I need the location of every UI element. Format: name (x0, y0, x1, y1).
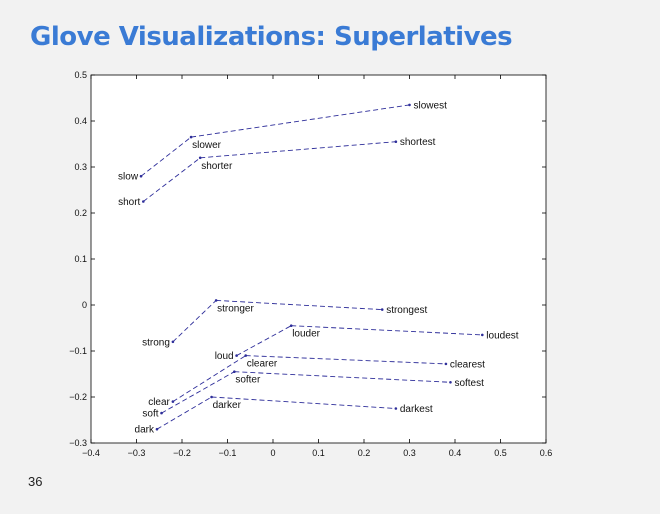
word-point-dark (155, 427, 159, 431)
y-tick-label: −0.1 (69, 346, 87, 356)
word-point-clearest (444, 362, 448, 366)
word-label-louder: louder (292, 329, 320, 340)
word-label-loudest: loudest (486, 330, 518, 341)
x-tick-label: −0.4 (82, 448, 100, 458)
chain-segment (234, 371, 451, 383)
word-point-stronger (214, 299, 218, 302)
chain-segment (191, 104, 410, 138)
x-tick-label: 0.4 (449, 448, 462, 458)
chain-segment (216, 299, 383, 311)
chain-segment (172, 355, 246, 402)
x-tick-label: 0.2 (358, 448, 371, 458)
x-tick-label: −0.1 (219, 448, 237, 458)
word-points: slow slower slowest short shorter shortest str… (118, 100, 519, 435)
y-tick-label: −0.3 (69, 438, 87, 448)
word-point-strong (171, 340, 175, 344)
word-label-slower: slower (192, 140, 222, 151)
word-label-loud: loud (215, 351, 234, 362)
word-label-clear: clear (148, 397, 170, 408)
x-tick-label: 0.3 (403, 448, 416, 458)
chain-segment (200, 141, 396, 159)
word-point-shorter (198, 156, 202, 160)
word-point-loudest (481, 333, 484, 337)
y-tick-label: 0.4 (74, 116, 87, 126)
word-label-clearer: clearer (247, 359, 278, 370)
word-label-shortest: shortest (400, 137, 436, 148)
word-label-darker: darker (213, 400, 242, 411)
y-tick-label: 0.2 (74, 208, 87, 218)
word-point-clearer (244, 354, 247, 357)
word-point-slow (139, 174, 143, 178)
word-label-slowest: slowest (414, 100, 448, 111)
word-label-dark: dark (135, 425, 155, 436)
word-point-soft (160, 411, 163, 415)
chain-segment (236, 325, 292, 356)
word-label-shorter: shorter (201, 161, 233, 172)
word-point-softer (233, 370, 236, 374)
word-point-softest (449, 380, 452, 384)
word-point-slowest (408, 103, 411, 107)
word-point-slower (189, 135, 193, 139)
word-label-darkest: darkest (400, 404, 433, 415)
word-label-soft: soft (142, 409, 158, 420)
chain-segment (143, 157, 201, 202)
x-tick-label: −0.2 (173, 448, 191, 458)
word-label-strong: strong (142, 337, 170, 348)
chain-segment (161, 371, 235, 414)
y-tick-label: 0 (82, 300, 87, 310)
slide-title: Glove Visualizations: Superlatives (30, 22, 513, 52)
y-tick-label: −0.2 (69, 392, 87, 402)
y-tick-label: 0.3 (74, 162, 87, 172)
x-tick-label: 0.5 (494, 448, 507, 458)
word-label-clearest: clearest (450, 359, 485, 370)
word-label-short: short (118, 197, 140, 208)
chain-segment (156, 396, 212, 430)
chain-segment (211, 396, 396, 409)
chain-segment (140, 136, 192, 177)
word-label-slow: slow (118, 172, 139, 183)
word-point-darkest (394, 407, 398, 410)
word-label-strongest: strongest (386, 305, 427, 316)
word-point-clear (171, 400, 175, 403)
word-label-softer: softer (235, 375, 261, 386)
slide-number: 36 (28, 474, 43, 489)
chain-segment (172, 300, 217, 343)
word-label-softest: softest (454, 378, 484, 389)
x-tick-label: 0.1 (312, 448, 325, 458)
x-tick-label: 0.6 (540, 448, 553, 458)
x-tick-label: 0 (270, 448, 275, 458)
word-point-strongest (380, 308, 384, 311)
word-label-stronger: stronger (217, 303, 254, 314)
word-chains (140, 104, 483, 430)
y-tick-label: 0.5 (74, 70, 87, 80)
word-point-short (142, 200, 145, 203)
word-point-shortest (394, 140, 398, 143)
word-point-loud (235, 354, 238, 357)
y-tick-label: 0.1 (74, 254, 87, 264)
chain-segment (245, 355, 446, 365)
word-point-darker (210, 395, 213, 399)
axis-ticks: −0.4 −0.3 −0.2 −0.1 0 0.1 0.2 0.3 0.4 0.5 0.6−0.3−… (69, 70, 552, 458)
x-tick-label: −0.3 (128, 448, 146, 458)
word-point-louder (289, 324, 293, 328)
plot-area (90, 74, 547, 444)
